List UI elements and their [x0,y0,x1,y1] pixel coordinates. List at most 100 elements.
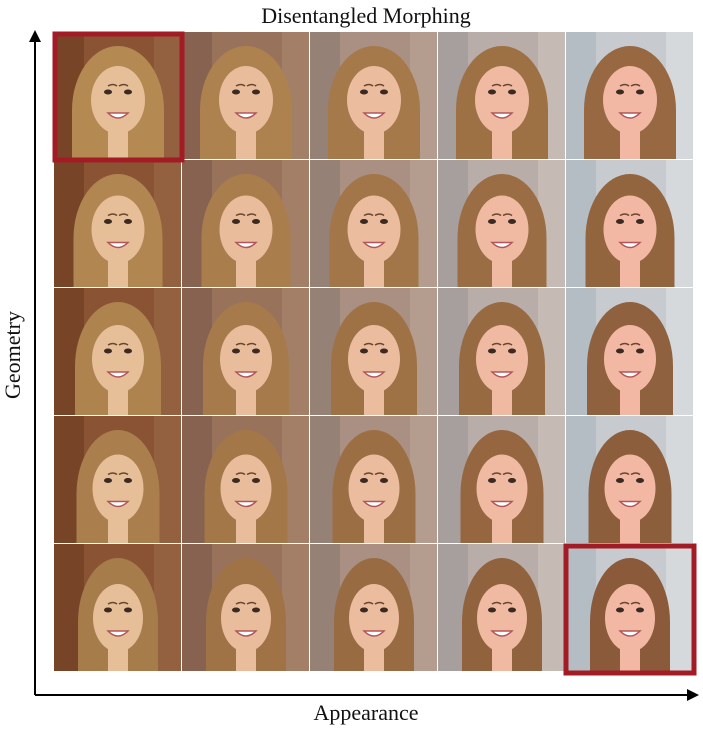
eye [508,478,516,483]
face-image [54,544,181,671]
brow [363,342,385,346]
eye [636,607,644,613]
smile [106,112,130,119]
eye [636,89,644,95]
figure-title: Disentangled Morphing [261,3,471,28]
brow [363,601,385,605]
brow [619,601,641,605]
face [348,454,400,523]
face-image [310,32,437,159]
smile [106,371,130,378]
eye [252,607,260,613]
face-image [54,160,181,287]
eye [508,89,516,95]
face [476,325,528,393]
face [347,195,401,264]
smile [490,630,514,637]
brow [107,83,129,87]
target-highlight [563,543,697,676]
eye [124,478,132,483]
smile [106,500,130,508]
brow [235,601,257,605]
face [477,584,527,652]
brow [235,213,257,217]
face-image [54,32,181,159]
face [92,454,144,523]
face-image [310,416,437,543]
smile [106,630,130,637]
brow [107,601,129,605]
brow [491,83,513,87]
smile [362,241,386,249]
face-image [182,32,309,159]
eye [104,219,112,224]
eye [616,478,624,483]
brow [363,83,385,87]
face-image [310,288,437,415]
eye [636,348,644,354]
eye [380,89,388,95]
neck [236,516,256,543]
brow [363,213,385,217]
eye [124,89,132,95]
brow [619,213,641,217]
neck [108,257,128,287]
eye [232,348,240,354]
neck [364,257,384,287]
face [347,66,401,134]
eye [488,89,496,95]
smile [362,630,386,637]
face [221,584,271,652]
eye [636,219,644,224]
smile [234,241,258,249]
face-image [438,288,565,415]
face-image [182,416,309,543]
face-image [310,160,437,287]
brow [491,472,513,476]
neck [236,387,256,415]
neck [492,646,512,671]
face [219,66,273,134]
face [349,584,399,652]
smile [234,112,258,119]
smile [234,630,258,637]
smile [234,500,258,508]
eye [232,219,240,224]
face-image [182,544,309,671]
brow [491,342,513,346]
eye [124,348,132,354]
face [604,325,656,393]
neck [108,646,128,671]
brow [235,472,257,476]
source-highlight [52,31,185,163]
face-image [438,544,565,671]
smile [362,371,386,378]
background-detail [282,544,309,671]
eye [252,478,260,483]
eye [488,219,496,224]
smile [618,371,642,378]
eye [508,348,516,354]
eye [488,478,496,483]
eye [104,478,112,483]
face-image [54,288,181,415]
eye [380,607,388,613]
neck [236,257,256,287]
smile [618,630,642,637]
neck [108,516,128,543]
eye [380,219,388,224]
eye [232,478,240,483]
face-image [438,416,565,543]
smile [490,112,514,119]
eye [380,348,388,354]
brow [619,83,641,87]
face-image [566,160,693,287]
brow [107,213,129,217]
x-axis-label: Appearance [313,700,418,725]
face-image [566,32,693,159]
face [476,454,528,523]
eye [616,348,624,354]
eye [124,219,132,224]
eye [232,89,240,95]
